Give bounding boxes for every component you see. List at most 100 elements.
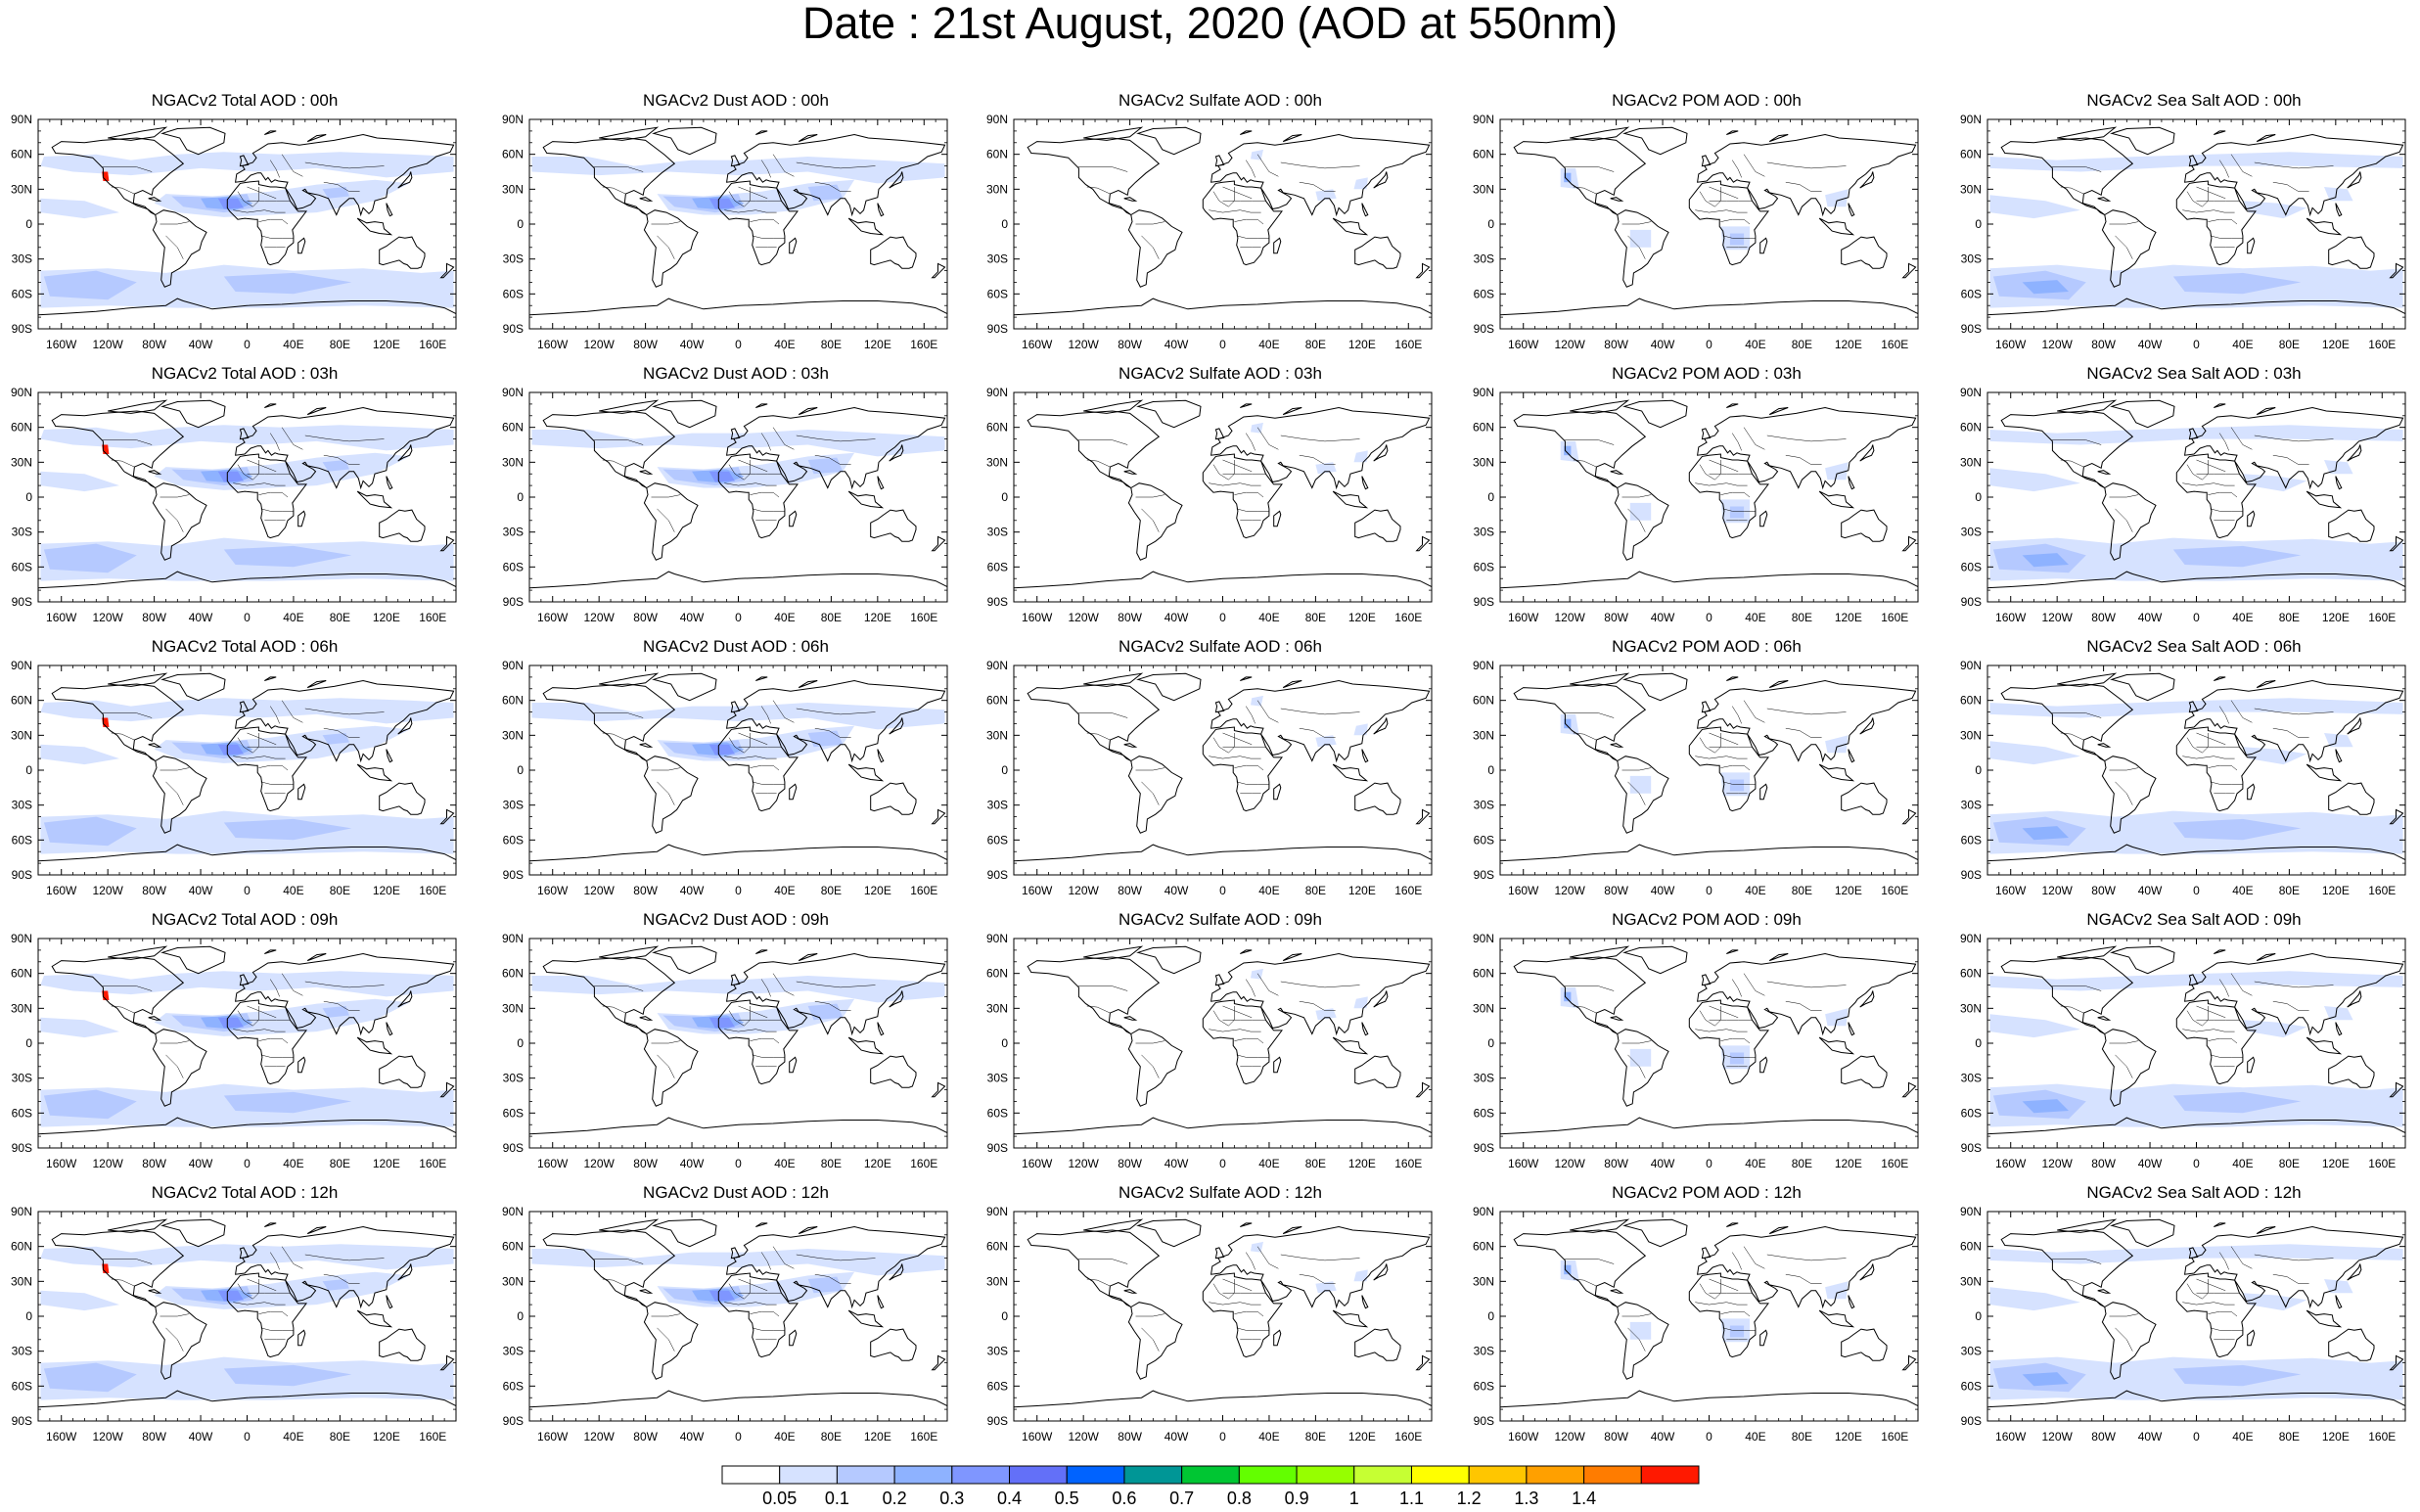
coastline-antarctica xyxy=(1014,571,1432,602)
coastline-cuba xyxy=(1123,197,1138,202)
aod-contour xyxy=(217,198,244,209)
aod-field xyxy=(1560,713,1849,797)
lon-label: 80E xyxy=(1305,611,1326,624)
country-border xyxy=(1743,973,1765,996)
coastline-cuba xyxy=(639,743,654,748)
country-border xyxy=(1077,712,1128,718)
country-border xyxy=(1280,708,1360,715)
country-border xyxy=(1722,508,1756,512)
lon-label: 40E xyxy=(283,884,303,897)
coastline-australia xyxy=(1841,1328,1888,1361)
lat-label: 90S xyxy=(1961,1141,1982,1155)
aod-field xyxy=(1989,698,2403,854)
country-border xyxy=(2115,1054,2133,1078)
lat-label: 90S xyxy=(1474,1141,1494,1155)
country-border xyxy=(1731,979,1742,997)
lon-label: 160E xyxy=(1394,338,1422,351)
coastline-madagascar xyxy=(2247,1329,2256,1347)
country-border xyxy=(1621,221,1652,225)
aod-contour xyxy=(531,430,945,457)
colorbar-label: 1.2 xyxy=(1457,1489,1482,1507)
lat-label: 0 xyxy=(25,217,32,231)
lat-label: 30S xyxy=(12,252,32,266)
coastline-philippines xyxy=(1361,1295,1369,1309)
plot-frame xyxy=(1499,391,1919,603)
map-panel-pom-3: NGACv2 POM AOD : 09h 90N 60N 30N 0 30S 60S 90S 1… xyxy=(1462,910,1951,1184)
country-border xyxy=(323,727,360,738)
country-border xyxy=(760,706,771,724)
plot-frame xyxy=(528,938,948,1149)
aod-contour xyxy=(531,703,945,730)
map-plot: 90N 60N 30N 0 30S 60S 90S 160W 120W 80W 40W 0 40E 80E… xyxy=(11,386,457,624)
country-border xyxy=(2051,166,2102,172)
lat-label: 90S xyxy=(503,322,524,336)
coastline-africa xyxy=(717,453,799,539)
country-border xyxy=(1573,459,1597,468)
coastline-japan xyxy=(397,1263,413,1281)
country-border xyxy=(1236,508,1269,512)
coastline-philippines xyxy=(877,1295,885,1309)
aod-contour xyxy=(223,272,352,295)
country-border xyxy=(602,1005,626,1014)
aod-field xyxy=(40,698,454,854)
coastline-north-america xyxy=(1513,137,1647,215)
coastline-antarctica xyxy=(38,844,456,875)
map-plot: 90N 60N 30N 0 30S 60S 90S 160W 120W 80W 40W 0 40E 80E… xyxy=(502,386,948,624)
colorbar-label: 0.9 xyxy=(1285,1489,1309,1507)
country-border xyxy=(1245,979,1256,997)
country-border xyxy=(772,1246,795,1269)
country-border xyxy=(237,187,259,207)
coastline-eurasia xyxy=(1697,133,1917,217)
lon-label: 80E xyxy=(2279,338,2300,351)
lon-label: 40E xyxy=(1258,884,1279,897)
lon-label: 0 xyxy=(735,611,742,624)
coastline-australia xyxy=(1354,1328,1401,1361)
lat-label: 0 xyxy=(1487,1036,1494,1050)
lon-label: 40E xyxy=(774,1430,795,1443)
lon-label: 120E xyxy=(864,338,891,351)
map-panel-total-4: NGACv2 Total AOD : 12h 90N 60N 30N 0 30S 60S 90… xyxy=(0,1183,489,1457)
lat-label: 30S xyxy=(1474,1345,1494,1358)
coastline-uk xyxy=(2188,1247,2199,1260)
country-border xyxy=(1222,459,1253,473)
country-border xyxy=(2051,439,2102,445)
country-border xyxy=(1245,160,1256,178)
coastline-novaya xyxy=(2256,407,2276,416)
map-panel-sulfate-1: NGACv2 Sulfate AOD : 03h 90N 60N 30N 0 30S 60S… xyxy=(976,364,1465,638)
lon-label: 40W xyxy=(680,611,705,624)
coastline-philippines xyxy=(877,476,885,490)
map-panel-total-0: NGACv2 Total AOD : 00h 90N 60N 30N 0 30S 60S 90… xyxy=(0,91,489,365)
coastline-australia xyxy=(870,509,917,542)
map-panel-pom-4: NGACv2 POM AOD : 12h 90N 60N 30N 0 30S 60S 90S 1… xyxy=(1462,1183,1951,1457)
coastlines xyxy=(38,1218,456,1421)
panel-title: NGACv2 Total AOD : 09h xyxy=(151,910,339,929)
map-plot: 90N 60N 30N 0 30S 60S 90S 160W 120W 80W 40W 0 40E 80E… xyxy=(1960,659,2406,897)
country-border xyxy=(323,1000,360,1011)
coastline-cuba xyxy=(1123,743,1138,748)
country-border xyxy=(724,209,777,213)
coastline-greenland xyxy=(652,126,717,156)
coastline-novaya xyxy=(2256,134,2276,143)
country-border xyxy=(760,1252,771,1270)
coastline-arctic-islands xyxy=(2057,399,2118,414)
panel-title: NGACv2 Dust AOD : 12h xyxy=(643,1183,829,1202)
coastline-greenland xyxy=(1136,126,1202,156)
country-border xyxy=(304,435,385,442)
lat-label: 90S xyxy=(503,595,524,609)
coastline-novaya xyxy=(2256,1226,2276,1235)
country-border xyxy=(593,166,644,172)
coastline-greenland xyxy=(1622,672,1688,702)
lat-label: 0 xyxy=(1487,763,1494,777)
map-plot: 90N 60N 30N 0 30S 60S 90S 160W 120W 80W 40W 0 40E 80E… xyxy=(502,932,948,1170)
coastline-madagascar xyxy=(1759,510,1768,527)
country-border xyxy=(593,985,644,991)
lon-label: 40W xyxy=(189,611,213,624)
country-border xyxy=(1135,494,1165,498)
coastline-eurasia xyxy=(2184,679,2404,763)
lat-label: 30S xyxy=(1961,1072,1982,1085)
lon-label: 80E xyxy=(821,1430,842,1443)
country-border xyxy=(772,427,795,450)
coastline-cuba xyxy=(1610,743,1624,748)
map-plot: 90N 60N 30N 0 30S 60S 90S 160W 120W 80W 40W 0 40E 80E… xyxy=(1473,659,1919,897)
aod-field xyxy=(40,971,454,1127)
